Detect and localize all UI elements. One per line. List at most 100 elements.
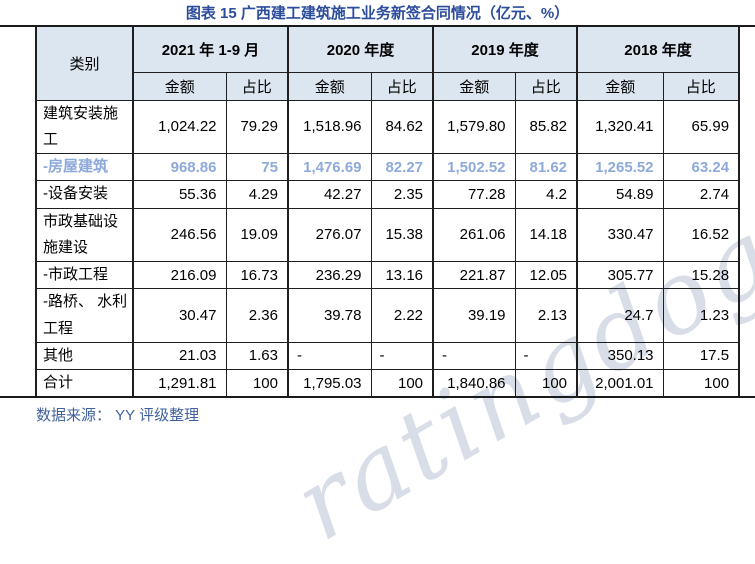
subheader-amount: 金额 [132,71,227,101]
cell-value: 1,502.52 [432,152,516,182]
cell-value: 79.29 [225,99,289,154]
cell-value: 1,265.52 [576,152,664,182]
column-header-2018: 2018 年度 [576,27,741,73]
row-label: 合计 [35,369,134,397]
table-row: 市政基础设施建设 246.56 19.09 276.07 15.38 261.0… [35,207,741,262]
cell-value: 16.73 [225,260,289,290]
cell-value: 54.89 [576,180,664,209]
cell-value: 81.62 [514,152,578,182]
table-row-total: 合计 1,291.81 100 1,795.03 100 1,840.86 10… [35,369,741,397]
subheader-share: 占比 [370,71,434,101]
cell-value: 2,001.01 [576,369,664,397]
cell-value: 100 [225,369,289,397]
cell-value: 21.03 [132,341,227,371]
row-label: -设备安装 [35,180,134,209]
table-row-highlighted: -房屋建筑 968.86 75 1,476.69 82.27 1,502.52 … [35,152,741,182]
cell-value: 85.82 [514,99,578,154]
cell-value: 39.78 [287,288,372,343]
bottom-rule [0,396,755,398]
cell-value: 15.28 [662,260,741,290]
subheader-amount: 金额 [432,71,516,101]
cell-value: 246.56 [132,207,227,262]
cell-value: 15.38 [370,207,434,262]
subheader-amount: 金额 [287,71,372,101]
table-row: -路桥、 水利工程 30.47 2.36 39.78 2.22 39.19 2.… [35,288,741,343]
cell-value: 24.7 [576,288,664,343]
column-header-2021: 2021 年 1-9 月 [132,27,289,73]
cell-value: 65.99 [662,99,741,154]
cell-value: 4.2 [514,180,578,209]
cell-value: 350.13 [576,341,664,371]
cell-value: 77.28 [432,180,516,209]
table-row: 建筑安装施工 1,024.22 79.29 1,518.96 84.62 1,5… [35,99,741,154]
row-label: 其他 [35,341,134,371]
cell-value: 330.47 [576,207,664,262]
cell-value: 2.74 [662,180,741,209]
cell-value: 1,024.22 [132,99,227,154]
cell-value: 1,518.96 [287,99,372,154]
cell-value: 2.13 [514,288,578,343]
subheader-share: 占比 [514,71,578,101]
column-header-2019: 2019 年度 [432,27,578,73]
cell-value: 1.63 [225,341,289,371]
header-row-subheaders: 金额 占比 金额 占比 金额 占比 金额 占比 [36,71,741,101]
cell-value: 236.29 [287,260,372,290]
column-header-2020: 2020 年度 [286,27,434,73]
cell-value: 2.22 [370,288,434,343]
cell-value: 968.86 [132,152,227,182]
cell-value: 84.62 [370,99,434,154]
cell-value: 2.36 [225,288,289,343]
subheader-share: 占比 [662,71,741,101]
cell-value: 75 [225,152,289,182]
cell-value: 1,579.80 [432,99,516,154]
contracts-table: 类别 2021 年 1-9 月 2020 年度 2019 年度 2018 年度 … [35,27,741,397]
figure-title: 图表 15 广西建工建筑施工业务新签合同情况（亿元、%） [185,5,570,22]
cell-value: 100 [514,369,578,397]
cell-value: 100 [370,369,434,397]
cell-value: - [287,341,372,371]
row-label: 市政基础设施建设 [35,207,134,262]
cell-value: 1,291.81 [132,369,227,397]
cell-value: 63.24 [662,152,741,182]
data-source-note: 数据来源： YY 评级整理 [36,407,200,424]
cell-value: 55.36 [132,180,227,209]
cell-value: 100 [662,369,741,397]
cell-value: 4.29 [225,180,289,209]
row-label: -房屋建筑 [35,152,134,182]
row-label: -市政工程 [35,260,134,290]
cell-value: 19.09 [225,207,289,262]
table-row: 其他 21.03 1.63 - - - - 350.13 17.5 [35,341,741,371]
cell-value: 1,795.03 [287,369,372,397]
cell-value: 305.77 [576,260,664,290]
cell-value: 12.05 [514,260,578,290]
table-row: -设备安装 55.36 4.29 42.27 2.35 77.28 4.2 54… [35,180,741,209]
cell-value: 1,320.41 [576,99,664,154]
subheader-amount: 金额 [576,71,664,101]
cell-value: 42.27 [287,180,372,209]
cell-value: 276.07 [287,207,372,262]
cell-value: - [370,341,434,371]
cell-value: 16.52 [662,207,741,262]
cell-value: 39.19 [432,288,516,343]
cell-value: - [432,341,516,371]
header-row-periods: 类别 2021 年 1-9 月 2020 年度 2019 年度 2018 年度 [35,27,741,101]
cell-value: 17.5 [662,341,741,371]
cell-value: 1,476.69 [287,152,372,182]
table-row: -市政工程 216.09 16.73 236.29 13.16 221.87 1… [35,260,741,290]
cell-value: 30.47 [132,288,227,343]
top-rule [0,25,755,27]
cell-value: - [514,341,578,371]
cell-value: 2.35 [370,180,434,209]
cell-value: 1.23 [662,288,741,343]
subheader-share: 占比 [225,71,289,101]
cell-value: 216.09 [132,260,227,290]
cell-value: 82.27 [370,152,434,182]
row-label: -路桥、 水利工程 [35,288,134,343]
cell-value: 13.16 [370,260,434,290]
cell-value: 221.87 [432,260,516,290]
cell-value: 261.06 [432,207,516,262]
cell-value: 1,840.86 [432,369,516,397]
column-header-category: 类别 [35,27,134,101]
cell-value: 14.18 [514,207,578,262]
row-label: 建筑安装施工 [35,99,134,154]
